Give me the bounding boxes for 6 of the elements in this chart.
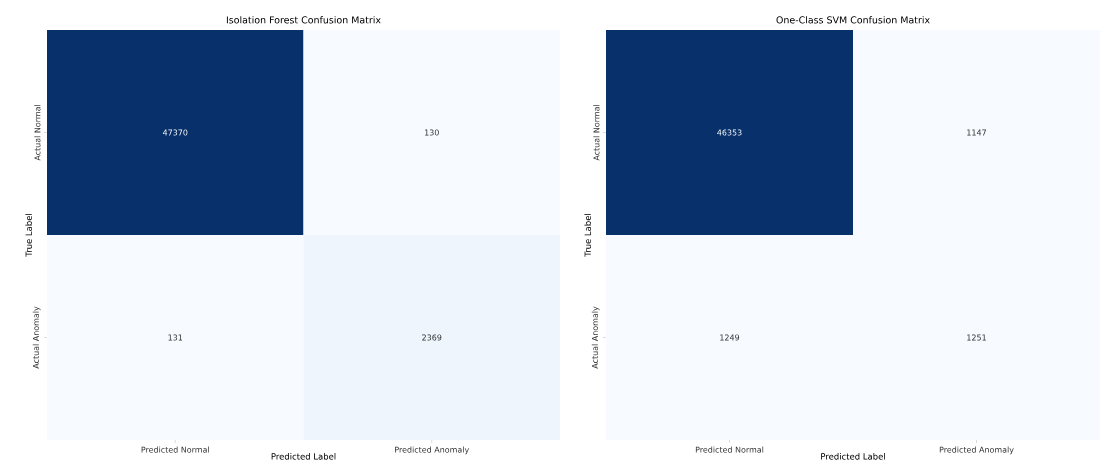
y-axis-title: True Label (25, 214, 32, 257)
chart-title: Isolation Forest Confusion Matrix (226, 16, 381, 24)
chart-title: One-Class SVM Confusion Matrix (776, 16, 930, 24)
x-axis-title: Predicted Label (821, 453, 885, 460)
x-axis-title: Predicted Label (271, 453, 336, 460)
y-axis-title: True Label (584, 214, 591, 257)
